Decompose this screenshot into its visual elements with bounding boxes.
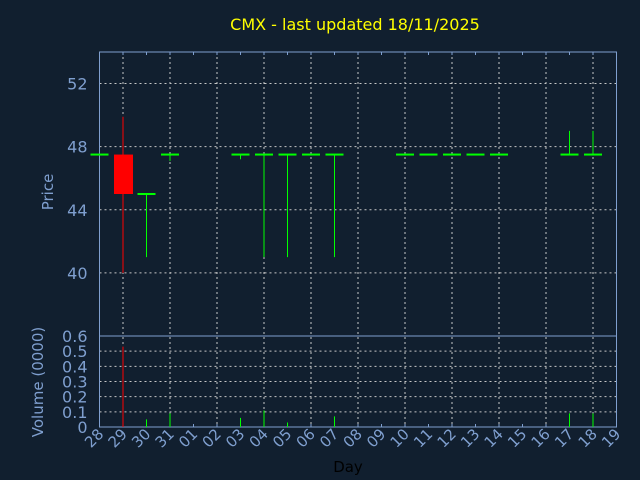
price-tick-label: 52 xyxy=(67,75,87,94)
x-tick-label: 12 xyxy=(434,425,460,451)
candle-body xyxy=(466,153,485,156)
volume-tick-label: 0.5 xyxy=(62,342,87,361)
x-tick-label: 02 xyxy=(199,425,225,451)
x-tick-label: 11 xyxy=(410,425,436,451)
candle-body xyxy=(419,153,438,156)
x-tick-label: 04 xyxy=(246,425,272,451)
x-tick-label: 09 xyxy=(363,425,389,451)
candle-body xyxy=(584,153,602,156)
x-tick-label: 29 xyxy=(105,425,131,451)
x-tick-label: 06 xyxy=(293,425,319,451)
x-tick-label: 15 xyxy=(504,425,530,451)
price-tick-label: 48 xyxy=(67,138,87,157)
candle-body xyxy=(90,153,109,156)
candle-body xyxy=(325,153,344,156)
x-tick-label: 18 xyxy=(575,425,601,451)
x-tick-label: 31 xyxy=(152,425,178,451)
candle-body xyxy=(302,153,320,156)
price-axis-label: Price xyxy=(39,174,57,211)
x-tick-label: 17 xyxy=(551,425,577,451)
candle-body xyxy=(560,153,579,156)
volume-tick-label: 0.6 xyxy=(62,327,87,346)
x-tick-label: 10 xyxy=(387,425,413,451)
volume-tick-label: 0.1 xyxy=(62,403,87,422)
candle-body xyxy=(396,153,414,156)
candle-body xyxy=(137,193,156,195)
candle-body xyxy=(114,154,133,194)
volume-panel-frame xyxy=(99,335,617,428)
x-tick-label: 19 xyxy=(598,425,624,451)
x-tick-label: 16 xyxy=(528,425,554,451)
x-tick-label: 01 xyxy=(175,425,201,451)
x-tick-label: 05 xyxy=(269,425,295,451)
candle-body xyxy=(443,153,461,156)
price-tick-label: 40 xyxy=(67,264,87,283)
x-tick-label: 30 xyxy=(128,425,154,451)
volume-tick-label: 0.3 xyxy=(62,373,87,392)
candle-body xyxy=(231,153,250,156)
chart-title: CMX - last updated 18/11/2025 xyxy=(230,15,480,34)
x-tick-label: 13 xyxy=(457,425,483,451)
price-tick-label: 44 xyxy=(67,201,87,220)
volume-axis-label: Volume (0000) xyxy=(29,327,47,437)
volume-tick-label: 0 xyxy=(77,418,87,437)
volume-tick-label: 0.2 xyxy=(62,388,87,407)
candle-body xyxy=(278,153,297,156)
candle-body xyxy=(255,153,273,156)
x-tick-label: 14 xyxy=(481,425,507,451)
candle-body xyxy=(161,153,179,156)
x-tick-label: 07 xyxy=(316,425,342,451)
x-axis-label: Day xyxy=(333,458,363,476)
candle-body xyxy=(490,153,508,156)
volume-tick-label: 0.4 xyxy=(62,357,87,376)
x-tick-label: 08 xyxy=(340,425,366,451)
x-tick-label: 03 xyxy=(222,425,248,451)
